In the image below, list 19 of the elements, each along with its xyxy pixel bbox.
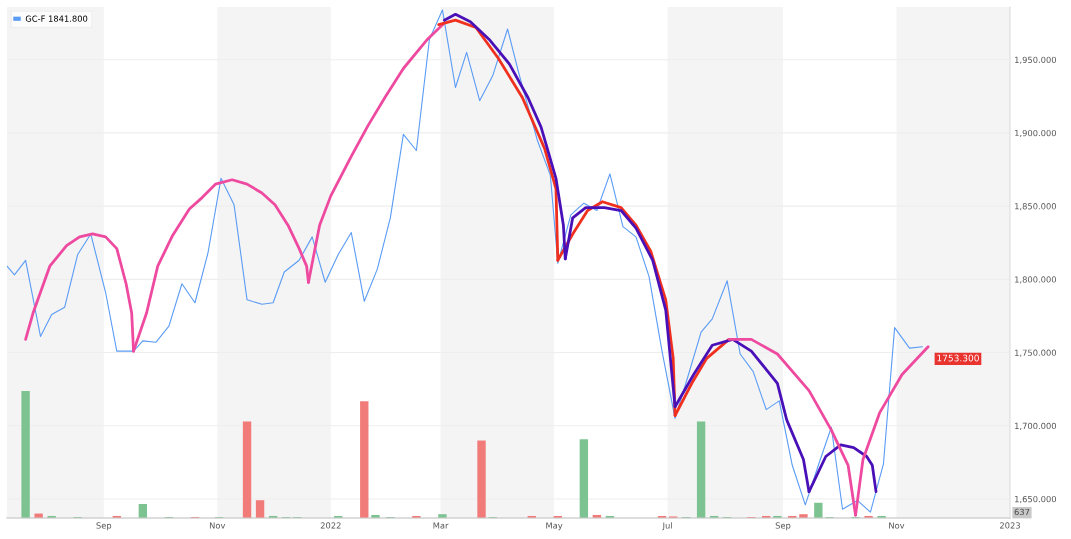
x-tick-label: Mar — [433, 522, 449, 529]
annotation: 1753.300 — [937, 354, 979, 362]
legend-label: GC-F 1841.800 — [25, 15, 88, 22]
x-tick-label: May — [546, 522, 563, 531]
y-tick-label: 1,900.000 — [1015, 129, 1057, 138]
y-tick-label: 1,700.000 — [1015, 422, 1057, 430]
x-tick-label: Nov — [209, 522, 226, 529]
y-tick-label: 1,750.000 — [1015, 349, 1057, 357]
x-tick-label: 2022 — [320, 522, 341, 529]
y-tick-label: 1,650.000 — [1015, 495, 1057, 504]
x-tick-label: Jul — [662, 522, 672, 531]
y-tick-label: 1,800.000 — [1015, 276, 1057, 284]
x-tick-label: Sep — [96, 522, 112, 531]
text: 637 — [1014, 508, 1030, 516]
x-tick-label: Nov — [889, 522, 905, 529]
y-tick-label: 1,950.000 — [1015, 56, 1057, 64]
y-tick-label: 1,850.000 — [1015, 203, 1057, 211]
x-tick-label: Sep — [775, 522, 791, 531]
x-tick-label: 2023 — [1000, 522, 1020, 529]
